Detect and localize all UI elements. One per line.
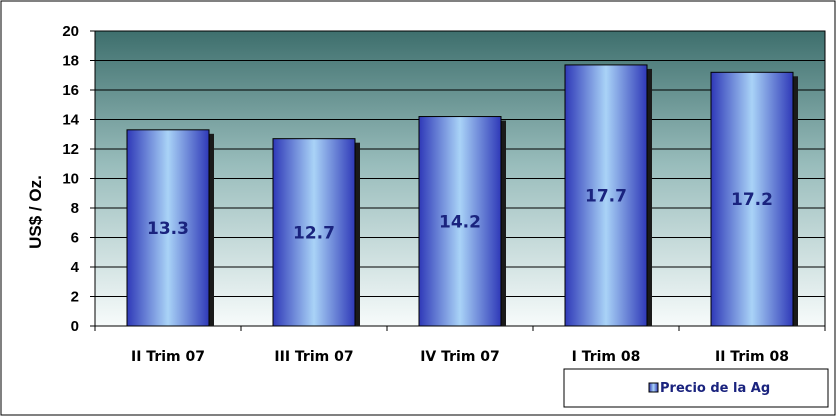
x-tick-label: II Trim 07 [131, 349, 205, 365]
y-tick-label: 20 [62, 23, 79, 40]
legend-label: Precio de la Ag [660, 381, 770, 396]
x-tick-label: I Trim 08 [572, 349, 641, 365]
legend-box [563, 368, 829, 408]
y-tick-label: 0 [71, 318, 79, 335]
y-tick-label: 6 [71, 230, 79, 247]
y-tick-label: 16 [62, 82, 79, 99]
y-tick-label: 14 [62, 112, 79, 129]
y-tick-label: 10 [62, 171, 79, 188]
data-label: 13.3 [147, 219, 189, 239]
bar [418, 116, 502, 327]
y-tick-label: 2 [71, 289, 79, 306]
bar [126, 129, 210, 327]
x-tick-label: II Trim 08 [715, 349, 789, 365]
data-label: 17.2 [731, 190, 773, 210]
data-label: 17.7 [585, 186, 627, 206]
x-tick-label: III Trim 07 [274, 349, 353, 365]
data-label: 14.2 [439, 212, 481, 232]
x-axis-ticks: II Trim 07 III Trim 07 IV Trim 07 I Trim 08… [94, 326, 826, 365]
x-tick-label: IV Trim 07 [420, 349, 500, 365]
y-axis-label: US$ / Oz. [26, 175, 45, 249]
y-tick-label: 12 [62, 141, 79, 158]
bar [272, 138, 356, 327]
bar [710, 71, 794, 327]
data-label: 12.7 [293, 223, 335, 243]
bars: 13.3 12.7 14.2 17.7 17.2 [126, 64, 798, 327]
y-tick-label: 8 [71, 200, 79, 217]
y-axis-ticks: 0 2 4 6 8 10 12 14 16 18 20 [62, 23, 95, 335]
bar [564, 64, 648, 327]
y-tick-label: 18 [62, 53, 79, 70]
legend-swatch [648, 382, 659, 393]
y-tick-label: 4 [71, 259, 80, 276]
legend: Precio de la Ag [563, 368, 829, 408]
